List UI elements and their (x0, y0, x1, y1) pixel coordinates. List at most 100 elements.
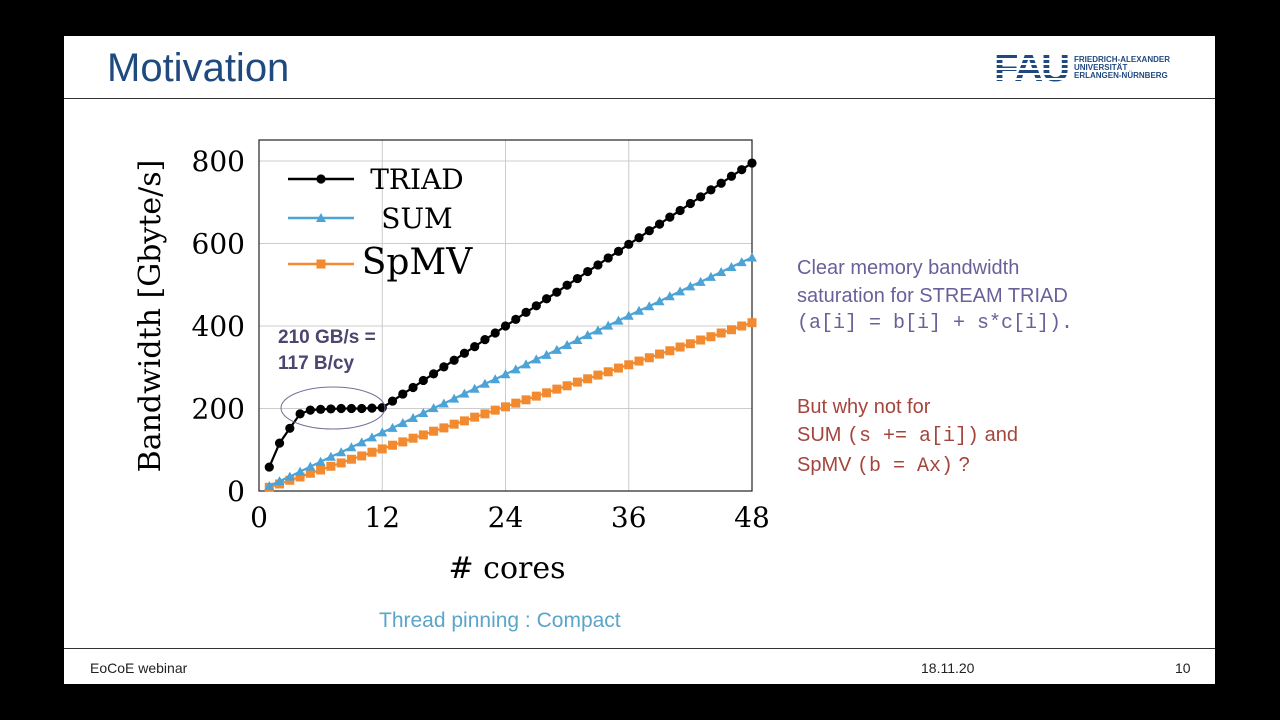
data-point (624, 360, 634, 370)
data-point (747, 158, 757, 168)
data-point (264, 481, 275, 491)
triad-explanation: Clear memory bandwidth saturation for ST… (797, 254, 1073, 338)
data-point (264, 462, 274, 472)
data-point (542, 388, 552, 398)
data-point (285, 423, 295, 433)
legend-label: TRIAD (370, 163, 464, 196)
footer-date: 18.11.20 (921, 660, 975, 676)
data-point (397, 417, 408, 427)
data-point (634, 305, 645, 315)
y-tick-label: 200 (192, 393, 245, 426)
data-point (531, 391, 541, 401)
data-point (716, 266, 727, 276)
legend-marker (316, 174, 326, 184)
data-point (469, 383, 480, 393)
data-point (388, 440, 398, 450)
data-point (346, 454, 356, 464)
data-point (541, 294, 552, 304)
x-tick-label: 24 (488, 501, 524, 534)
series-triad (264, 158, 757, 472)
data-point (644, 353, 654, 363)
data-point (592, 325, 603, 335)
data-point (357, 451, 367, 461)
tick-labels: 0 12 24 36 48 0 200 400 600 800 (192, 145, 770, 534)
data-point (593, 260, 603, 270)
data-point (325, 451, 336, 461)
text-line: saturation for STREAM TRIAD (797, 285, 1068, 307)
data-point (582, 330, 593, 340)
data-point (644, 226, 654, 236)
data-point (634, 233, 644, 243)
legend-item-triad: TRIAD (288, 163, 464, 196)
x-tick-label: 36 (611, 501, 647, 534)
data-point (295, 409, 305, 419)
data-point (654, 296, 665, 306)
data-point (500, 369, 511, 379)
data-point (736, 257, 747, 267)
data-point (501, 402, 510, 412)
data-point (562, 381, 572, 391)
logo-line: UNIVERSITÄT (1074, 63, 1128, 72)
annotation-line: 117 B/cy (278, 353, 354, 374)
logo-line: ERLANGEN-NÜRNBERG (1074, 71, 1168, 80)
legend: TRIAD SUM SpMV (288, 163, 473, 283)
data-point (500, 321, 511, 331)
text-line: Clear memory bandwidth (797, 257, 1020, 279)
data-point (480, 409, 490, 419)
y-axis-label: Bandwidth [Gbyte/s] (133, 160, 168, 473)
data-point (295, 466, 306, 476)
data-point (593, 370, 603, 380)
data-point (551, 344, 562, 354)
data-point (603, 320, 614, 330)
data-point (562, 339, 573, 349)
data-point (706, 185, 716, 195)
data-point (439, 423, 449, 433)
data-point (315, 456, 326, 466)
data-point (316, 404, 326, 414)
data-point (274, 476, 285, 486)
data-point (316, 465, 326, 475)
data-point (603, 367, 613, 377)
y-tick-label: 600 (192, 228, 245, 261)
data-point (655, 349, 665, 359)
logo-line: FRIEDRICH-ALEXANDER (1074, 55, 1170, 64)
data-point (284, 471, 295, 481)
data-point (675, 286, 686, 296)
slide-title: Motivation (107, 46, 290, 90)
grid (259, 140, 752, 491)
code: (b = Ax) (857, 455, 954, 478)
data-point (387, 422, 398, 432)
data-point (613, 315, 624, 325)
legend-label: SpMV (362, 242, 474, 283)
data-point (336, 403, 346, 414)
chart-caption: Thread pinning : Compact (379, 609, 621, 632)
footer-page-number: 10 (1175, 660, 1191, 676)
data-point (326, 404, 336, 414)
data-point (624, 239, 634, 249)
data-point (572, 335, 583, 345)
data-point (531, 354, 542, 364)
data-point (367, 403, 377, 413)
data-point (685, 198, 695, 209)
header-divider (64, 98, 1215, 99)
data-point (439, 362, 449, 372)
data-point (398, 389, 408, 399)
data-point (428, 403, 439, 413)
data-point (531, 301, 541, 311)
data-point (654, 219, 665, 229)
data-point (521, 395, 531, 405)
data-point (408, 412, 419, 422)
code: (s += a[i]) (847, 425, 980, 448)
data-point (357, 403, 367, 414)
plot-frame (258, 139, 753, 492)
data-point (716, 178, 726, 188)
data-point (346, 403, 357, 414)
data-point (429, 369, 439, 379)
data-point (737, 321, 747, 331)
fau-logo: FAU FRIEDRICH-ALEXANDER UNIVERSITÄT ERLA… (994, 48, 1170, 88)
series-sum (264, 252, 757, 491)
legend-label: SUM (381, 202, 452, 235)
data-point (346, 442, 357, 452)
data-point (572, 273, 582, 284)
